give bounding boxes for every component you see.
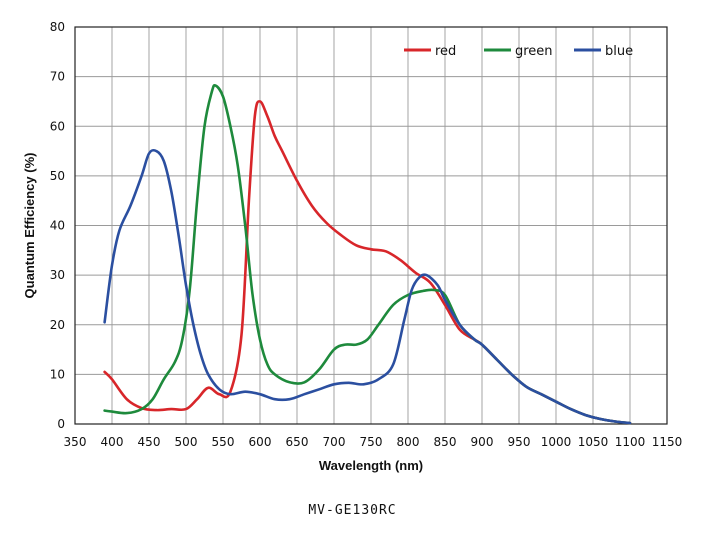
series-line-blue — [103, 148, 632, 425]
x-tick-label: 350 — [64, 435, 87, 449]
y-tick-label: 50 — [50, 169, 65, 183]
x-tick-label: 400 — [101, 435, 124, 449]
y-tick-label: 60 — [50, 119, 65, 133]
x-tick-label: 650 — [286, 435, 309, 449]
legend: red green blue — [404, 44, 633, 59]
x-tick-label: 550 — [212, 435, 235, 449]
y-tick-label: 40 — [50, 219, 65, 233]
plot-frame — [74, 26, 668, 425]
x-tick-label: 500 — [175, 435, 198, 449]
x-tick-label: 1050 — [578, 435, 609, 449]
x-tick-label: 700 — [323, 435, 346, 449]
y-tick-label: 20 — [50, 318, 65, 332]
x-tick-label: 1000 — [541, 435, 572, 449]
y-axis-title: Quantum Efficiency (%) — [22, 153, 37, 299]
x-tick-label: 1100 — [615, 435, 646, 449]
y-tick-label: 30 — [50, 268, 65, 282]
series-line-green — [103, 83, 632, 425]
x-tick-label: 800 — [397, 435, 420, 449]
legend-label-green: green — [515, 44, 553, 59]
x-tick-labels: 350 400 450 500 550 600 650 700 750 800 850 900 950 1… — [64, 435, 683, 449]
y-tick-label: 80 — [50, 20, 65, 34]
grid-lines — [74, 26, 668, 425]
series-lines — [103, 83, 632, 425]
y-tick-label: 10 — [50, 367, 65, 381]
legend-label-blue: blue — [605, 44, 633, 59]
x-tick-label: 1150 — [652, 435, 683, 449]
x-tick-label: 900 — [471, 435, 494, 449]
y-tick-label: 0 — [57, 417, 65, 431]
legend-label-red: red — [435, 44, 456, 59]
x-tick-label: 450 — [138, 435, 161, 449]
y-tick-labels: 0 10 20 30 40 50 60 70 80 — [50, 20, 65, 431]
x-tick-label: 850 — [434, 435, 457, 449]
x-tick-label: 750 — [360, 435, 383, 449]
model-caption: MV-GE130RC — [308, 503, 397, 518]
y-tick-label: 70 — [50, 70, 65, 84]
x-tick-label: 600 — [249, 435, 272, 449]
x-tick-label: 950 — [508, 435, 531, 449]
quantum-efficiency-chart: 0 10 20 30 40 50 60 70 80 350 400 450 500 550 600 650 7… — [22, 20, 683, 473]
x-axis-title: Wavelength (nm) — [319, 458, 423, 473]
